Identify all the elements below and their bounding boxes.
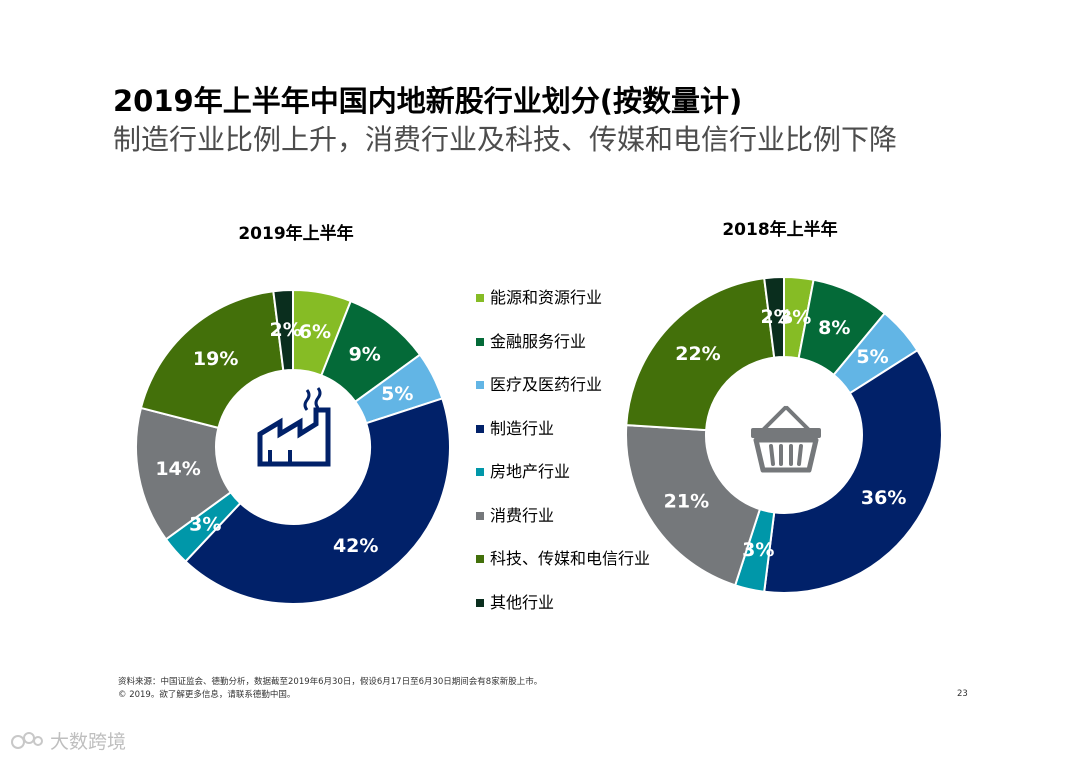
legend: 能源和资源行业 金融服务行业 医疗及医药行业 制造行业 房地产行业 消费行业 科… [476, 286, 650, 634]
donut-2019-slices [135, 288, 451, 605]
legend-item: 制造行业 [476, 417, 650, 461]
legend-swatch [476, 294, 484, 302]
chart-2018-title: 2018年上半年 [722, 220, 838, 240]
page-subtitle: 制造行业比例上升，消费行业及科技、传媒和电信行业比例下降 [113, 123, 898, 156]
legend-label: 房地产行业 [490, 462, 571, 481]
donut-2018-slice-tmt [625, 277, 776, 432]
watermark: 大数跨境 [10, 727, 126, 754]
donut-2019-label-manufacturing: 42% [333, 535, 378, 557]
donut-2019-label-financial: 9% [349, 344, 381, 366]
donut-2019-slice-other [272, 288, 294, 372]
donut-2019-label-tmt: 19% [193, 348, 238, 370]
legend-item: 其他行业 [476, 591, 650, 635]
legend-swatch [476, 381, 484, 389]
donut-2019-slice-manufacturing [184, 397, 451, 605]
legend-swatch [476, 337, 484, 346]
donut-2018-label-consumer: 21% [664, 490, 709, 512]
footer-copyright: © 2019。欲了解更多信息，请联系德勤中国。 [118, 690, 296, 700]
legend-label: 制造行业 [490, 418, 555, 438]
donut-2019-label-consumer: 14% [155, 458, 200, 480]
donut-2019-label-healthcare: 5% [381, 383, 413, 405]
donut-2018-slices [625, 275, 943, 594]
legend-label: 医疗及医药行业 [490, 375, 603, 394]
donut-2019-label-energy: 6% [299, 321, 331, 343]
watermark-text: 大数跨境 [50, 731, 127, 753]
legend-item: 科技、传媒和电信行业 [476, 547, 650, 591]
legend-item: 金融服务行业 [476, 330, 650, 374]
shopping-basket-icon [751, 406, 821, 473]
legend-swatch [476, 511, 484, 520]
legend-label: 消费行业 [490, 505, 555, 525]
watermark-logo-icon [11, 731, 43, 749]
page-number: 23 [957, 689, 968, 699]
donut-2018-slice-consumer [625, 424, 762, 587]
legend-swatch [476, 424, 484, 433]
donut-2019-label-real-estate: 3% [189, 513, 221, 535]
donut-2018-label-healthcare: 5% [856, 346, 888, 368]
legend-label: 其他行业 [490, 592, 555, 612]
chart-2019-title: 2019年上半年 [238, 224, 354, 244]
legend-swatch [476, 598, 484, 607]
legend-label: 能源和资源行业 [490, 288, 603, 307]
donut-2019-labels: 6% 9%5% 42% 3% 14% 19% 2% [155, 319, 413, 557]
donut-2018-label-energy: 3% [779, 307, 811, 329]
legend-item: 房地产行业 [476, 460, 650, 504]
legend-swatch [476, 555, 484, 563]
donut-2018-labels: 3% 8% 5% 36% 3% 21% 22% 2% [664, 306, 907, 561]
donut-2018-label-tmt: 22% [675, 343, 720, 365]
legend-item: 消费行业 [476, 504, 650, 548]
factory-icon [257, 387, 331, 467]
legend-swatch [476, 468, 484, 476]
donut-2019-slice-tmt [139, 290, 285, 430]
footer: 资料来源：中国证监会、德勤分析，数据截至2019年6月30日，假设6月17日至6… [118, 676, 542, 702]
legend-item: 医疗及医药行业 [476, 373, 650, 417]
donut-2018-label-financial: 8% [818, 317, 850, 339]
donut-2018-label-other: 2% [760, 306, 792, 328]
donut-2018-slice-manufacturing [763, 348, 943, 594]
legend-label: 科技、传媒和电信行业 [490, 549, 651, 568]
donut-2018-slice-other [763, 275, 785, 359]
donut-2018-label-manufacturing: 36% [861, 487, 906, 509]
donut-2019-label-other: 2% [270, 319, 302, 341]
page-title: 2019年上半年中国内地新股行业划分(按数量计) [113, 84, 743, 118]
footer-source: 资料来源：中国证监会、德勤分析，数据截至2019年6月30日，假设6月17日至6… [118, 677, 543, 687]
legend-label: 金融服务行业 [490, 331, 587, 351]
legend-item: 能源和资源行业 [476, 286, 650, 330]
donut-2018-label-real-estate: 3% [742, 539, 774, 561]
